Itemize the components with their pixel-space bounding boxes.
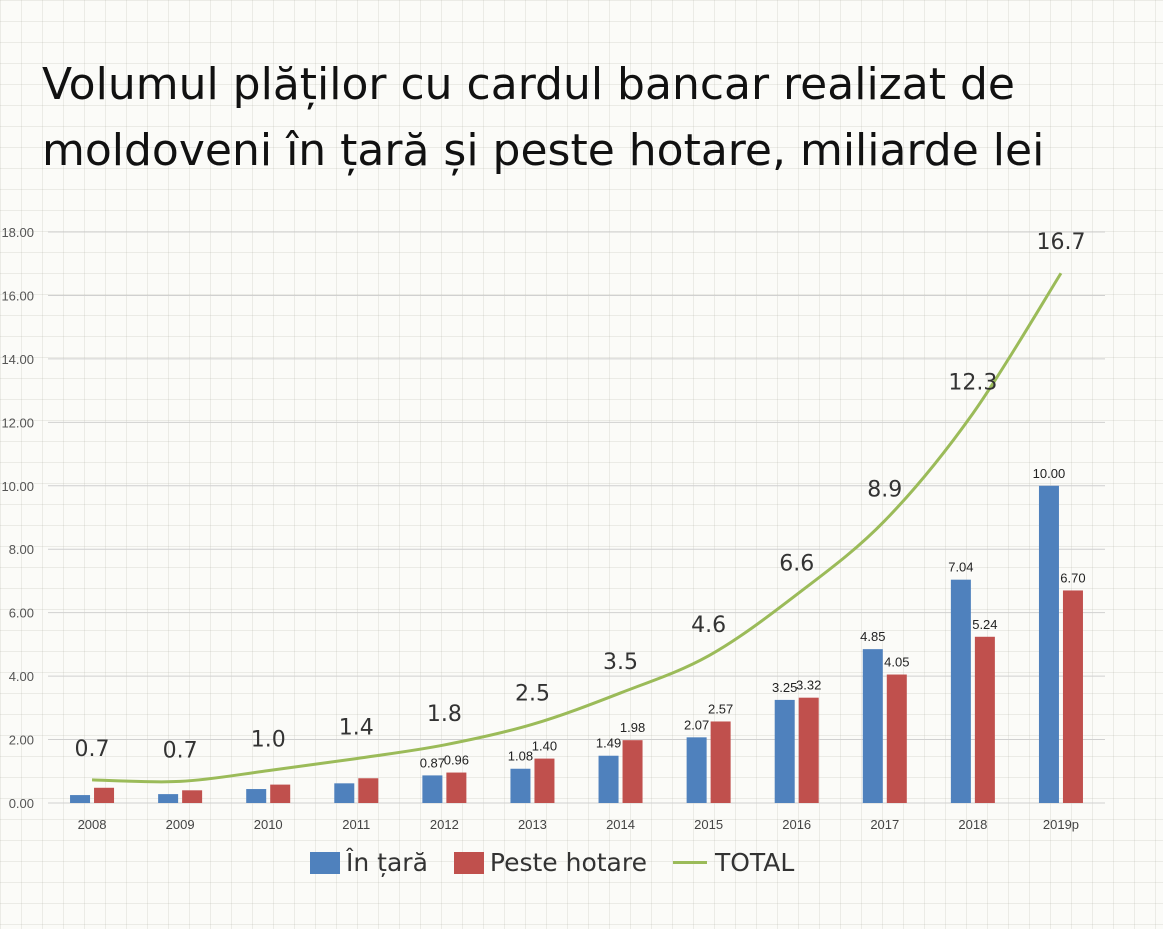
bar-label-in-tara: 7.04 [948, 560, 973, 575]
x-tick-label: 2013 [518, 817, 547, 832]
gridlines [48, 231, 1105, 804]
x-tick-label: 2011 [342, 817, 370, 832]
y-tick-label: 10.00 [1, 479, 34, 494]
bar-peste-hotare [1062, 590, 1083, 803]
x-tick-label: 2008 [78, 817, 107, 832]
x-tick-label: 2010 [254, 817, 283, 832]
bar-in-tara [686, 737, 707, 803]
bar-label-in-tara: 0.87 [420, 755, 445, 770]
bar-label-in-tara: 1.08 [508, 749, 533, 764]
bar-label-peste-hotare: 4.05 [884, 655, 909, 670]
bar-label-peste-hotare: 1.40 [532, 739, 557, 754]
total-data-label: 12.3 [948, 370, 997, 395]
bar-peste-hotare [446, 772, 467, 803]
bar-label-peste-hotare: 1.98 [620, 720, 645, 735]
y-tick-label: 8.00 [9, 542, 34, 557]
bar-in-tara [510, 768, 531, 803]
x-tick-label: 2017 [870, 817, 899, 832]
bar-in-tara [246, 789, 267, 803]
y-tick-label: 16.00 [1, 288, 34, 303]
legend-label-peste-hotare: Peste hotare [489, 848, 647, 877]
bar-label-in-tara: 10.00 [1033, 466, 1066, 481]
y-tick-label: 4.00 [9, 669, 34, 684]
total-data-label: 6.6 [779, 552, 814, 577]
total-data-label: 8.9 [867, 478, 902, 503]
total-line: 0.7 0.7 1.0 1.4 1.8 2.5 3.5 4.6 6.6 8.9 12.3 16.7 [75, 230, 1085, 784]
bar-label-in-tara: 4.85 [860, 629, 885, 644]
total-data-label: 16.7 [1036, 230, 1085, 255]
bar-label-peste-hotare: 6.70 [1060, 570, 1085, 585]
bar-label-in-tara: 1.49 [596, 736, 621, 751]
bar-in-tara [1038, 485, 1059, 803]
bar-peste-hotare [710, 721, 731, 803]
bar-peste-hotare [622, 740, 643, 803]
legend: În țară Peste hotare TOTAL [310, 848, 820, 877]
bar-in-tara [158, 794, 179, 803]
bar-in-tara [334, 783, 355, 803]
bar-peste-hotare [358, 778, 379, 803]
bar-in-tara [70, 795, 91, 803]
bar-label-peste-hotare: 5.24 [972, 617, 997, 632]
legend-swatch-in-tara [310, 851, 340, 874]
total-data-label: 1.0 [251, 728, 286, 753]
y-tick-label: 0.00 [9, 796, 34, 811]
bar-in-tara [862, 649, 883, 803]
total-data-label: 2.5 [515, 681, 550, 706]
x-tick-label: 2015 [694, 817, 723, 832]
x-tick-label: 2014 [606, 817, 635, 832]
bar-peste-hotare [270, 784, 291, 803]
x-tick-label: 2012 [430, 817, 459, 832]
y-tick-label: 12.00 [1, 415, 34, 430]
bar-label-peste-hotare: 3.32 [796, 678, 821, 693]
bars: 0.870.96 1.081.40 1.491.98 2.072.57 3.253.32… [70, 466, 1086, 803]
legend-label-total: TOTAL [714, 848, 795, 877]
total-data-label: 0.7 [163, 738, 198, 763]
legend-item-in-tara[interactable]: În țară [310, 848, 428, 877]
bar-peste-hotare [94, 787, 115, 803]
legend-item-peste-hotare[interactable]: Peste hotare [453, 848, 647, 877]
bar-label-in-tara: 3.25 [772, 680, 797, 695]
legend-item-total[interactable]: TOTAL [672, 848, 795, 877]
bar-in-tara [950, 579, 971, 803]
y-axis: 0.00 2.00 4.00 6.00 8.00 10.00 12.00 14.00 16.00… [1, 225, 34, 811]
bar-peste-hotare [886, 674, 907, 803]
total-data-label: 3.5 [603, 650, 638, 675]
bar-in-tara [598, 755, 619, 803]
bar-peste-hotare [182, 790, 203, 803]
bar-in-tara [422, 775, 443, 803]
y-tick-label: 14.00 [1, 352, 34, 367]
x-axis: 2008 2009 2010 2011 2012 2013 2014 2015 2016 2017… [78, 817, 1079, 832]
bar-label-in-tara: 2.07 [684, 717, 709, 732]
bar-peste-hotare [534, 758, 555, 803]
legend-swatch-total [672, 861, 707, 864]
chart-title: Volumul plăților cu cardul bancar realiz… [42, 59, 1045, 176]
total-data-label: 1.8 [427, 702, 462, 727]
bar-label-peste-hotare: 0.96 [444, 753, 469, 768]
bar-peste-hotare [974, 636, 995, 803]
x-tick-label: 2009 [166, 817, 195, 832]
y-tick-label: 18.00 [1, 225, 34, 240]
bar-in-tara [774, 699, 795, 803]
bar-label-peste-hotare: 2.57 [708, 701, 733, 716]
y-tick-label: 6.00 [9, 606, 34, 621]
legend-swatch-peste-hotare [453, 851, 484, 874]
legend-label-in-tara: În țară [346, 848, 428, 877]
total-data-label: 4.6 [691, 613, 726, 638]
total-series-line [92, 272, 1063, 784]
bar-peste-hotare [798, 697, 819, 803]
y-tick-label: 2.00 [9, 733, 34, 748]
total-data-label: 1.4 [339, 716, 374, 741]
x-tick-label: 2019p [1043, 817, 1079, 832]
x-tick-label: 2016 [782, 817, 811, 832]
total-data-label: 0.7 [75, 737, 110, 762]
x-tick-label: 2018 [958, 817, 987, 832]
